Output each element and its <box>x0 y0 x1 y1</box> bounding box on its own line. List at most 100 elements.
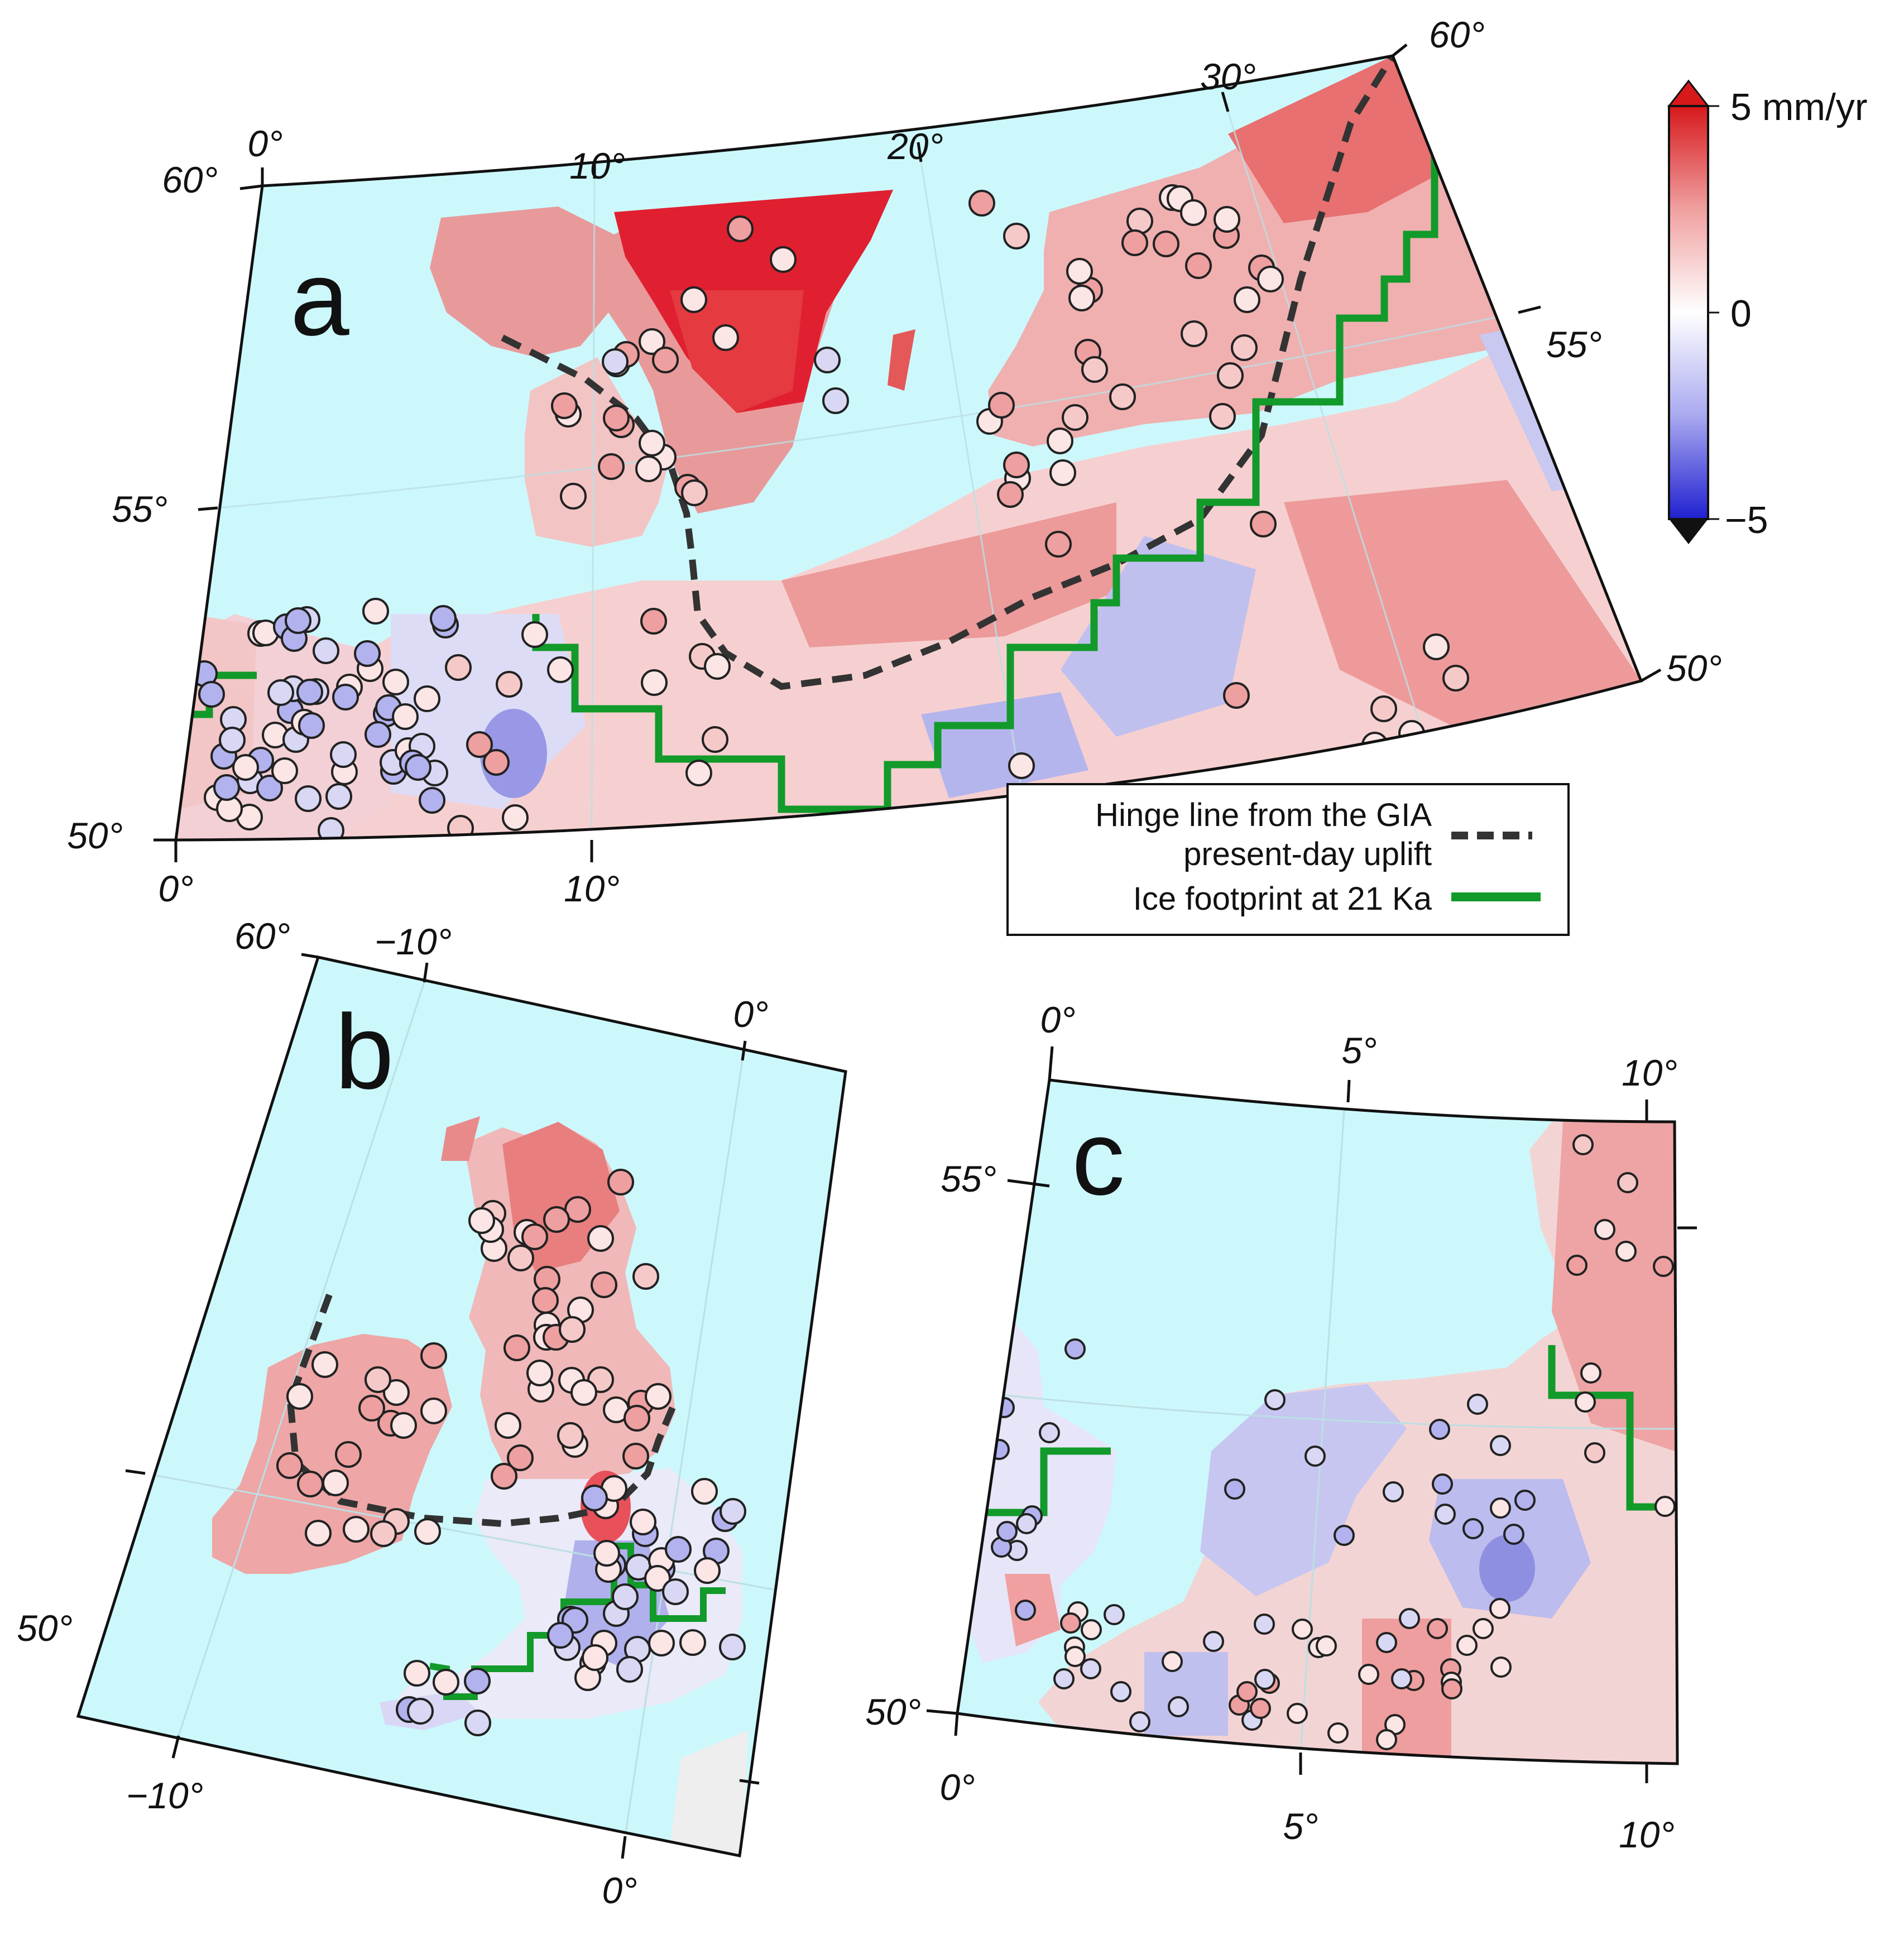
gnss-station <box>1224 1478 1245 1500</box>
gnss-station <box>521 621 548 648</box>
gnss-station <box>1473 1618 1494 1639</box>
gnss-station <box>1060 1612 1081 1634</box>
gnss-station <box>1264 1389 1286 1410</box>
gnss-station <box>1109 383 1136 410</box>
gnss-station <box>1575 1391 1596 1413</box>
gnss-station <box>382 669 409 695</box>
gnss-station <box>1185 252 1212 279</box>
gnss-station <box>630 1509 656 1535</box>
gnss-station <box>564 1196 591 1223</box>
gnss-station <box>305 1520 332 1547</box>
gnss-station <box>547 1622 574 1649</box>
gnss-station <box>603 405 630 431</box>
gnss-station <box>702 726 728 753</box>
gnss-station <box>1214 206 1240 233</box>
gnss-station <box>570 1379 597 1406</box>
gnss-station <box>814 347 841 373</box>
gnss-station <box>632 1263 659 1290</box>
gnss-station <box>581 1485 608 1511</box>
gnss-station <box>430 605 457 632</box>
a-lon-top-30: 30° <box>1200 56 1256 97</box>
gnss-station <box>296 679 323 705</box>
gnss-station <box>602 348 629 375</box>
gnss-station <box>988 392 1015 419</box>
colorbar-min-arrow <box>1669 519 1708 544</box>
colorbar-max-label: 5 mm/yr <box>1730 86 1868 128</box>
gnss-station <box>483 749 510 776</box>
gnss-station <box>285 607 311 634</box>
gnss-station <box>1383 1481 1404 1502</box>
a-lat-right-60: 60° <box>1429 14 1485 55</box>
gnss-station <box>712 324 739 351</box>
gnss-station <box>322 1470 349 1496</box>
subsidence-core-a <box>480 709 547 798</box>
gnss-station <box>644 1565 671 1592</box>
gnss-station <box>770 246 797 273</box>
gnss-station <box>407 1698 434 1725</box>
gnss-station <box>1503 1524 1524 1545</box>
colorbar: 5 mm/yr 0 −5 <box>1667 79 1868 544</box>
panel-b-graticule <box>145 982 810 1837</box>
gnss-station <box>1399 1608 1420 1629</box>
panel-b-ocean <box>78 957 846 1856</box>
gnss-station <box>521 1223 548 1250</box>
gnss-station <box>318 817 344 840</box>
gnss-station <box>1316 1635 1337 1656</box>
panel-c-frame <box>956 1078 1679 1765</box>
hebrides-land <box>441 1116 480 1161</box>
gnss-station <box>332 684 359 710</box>
b-lon-top-minus10: −10° <box>375 921 452 962</box>
gnss-station <box>354 640 381 667</box>
gnss-station <box>1427 1618 1448 1639</box>
a-lat-right-55: 55° <box>1546 324 1602 365</box>
gnss-station <box>503 1334 530 1361</box>
gnss-station <box>691 1478 718 1505</box>
gnss-station <box>1432 1473 1453 1495</box>
legend-ice-footprint-text: Ice footprint at 21 Ka <box>1133 881 1432 917</box>
legend-hinge-line-text-1: Hinge line from the GIA <box>1095 797 1432 833</box>
gnss-station <box>1203 1631 1224 1652</box>
panel-b-ice-footprint <box>429 1543 726 1700</box>
france-corner <box>670 1730 748 1856</box>
c-lon-top-0: 0° <box>1040 999 1075 1040</box>
gnss-station <box>624 1405 650 1432</box>
netherlands-subsidence <box>1200 1384 1407 1596</box>
gnss-station <box>622 1443 649 1470</box>
gnss-station <box>496 671 522 698</box>
poland-uplift <box>781 502 1116 647</box>
rhine-uplift <box>1362 1619 1451 1758</box>
gnss-station <box>507 1245 534 1271</box>
gnss-station <box>219 727 246 753</box>
a-lon-bottom-0: 0° <box>158 868 193 909</box>
gnss-station <box>466 731 493 758</box>
gnss-station <box>598 453 625 480</box>
ukraine-uplift <box>1284 480 1641 726</box>
gnss-station <box>1376 1632 1397 1653</box>
panel-b-frame <box>76 956 847 1857</box>
gnss-station <box>1223 682 1250 709</box>
panel-a-label: a <box>290 239 349 358</box>
colorbar-max-arrow <box>1667 79 1710 107</box>
gnss-station <box>468 1207 495 1234</box>
gnss-station <box>1257 266 1284 292</box>
gnss-station <box>1594 1219 1615 1240</box>
gnss-station <box>1234 286 1260 313</box>
gnss-station <box>1584 1442 1605 1463</box>
gnss-station <box>335 1441 362 1468</box>
legend-hinge-line-text-2: present-day uplift <box>1183 836 1432 872</box>
c-lat-left-55: 55° <box>941 1158 996 1199</box>
gnss-station <box>652 347 679 373</box>
gnss-station <box>968 190 995 217</box>
gnss-station <box>1423 633 1450 660</box>
gnss-station <box>1168 1696 1189 1717</box>
gnss-station <box>330 741 357 768</box>
gnss-station <box>295 785 322 812</box>
gnss-station <box>420 1342 447 1369</box>
gnss-station <box>1456 1635 1478 1656</box>
b-lon-top-0: 0° <box>733 993 768 1035</box>
gnss-station <box>1231 334 1258 361</box>
gnss-station <box>822 387 849 414</box>
colorbar-bar <box>1668 105 1709 520</box>
gnss-station <box>464 1668 491 1694</box>
